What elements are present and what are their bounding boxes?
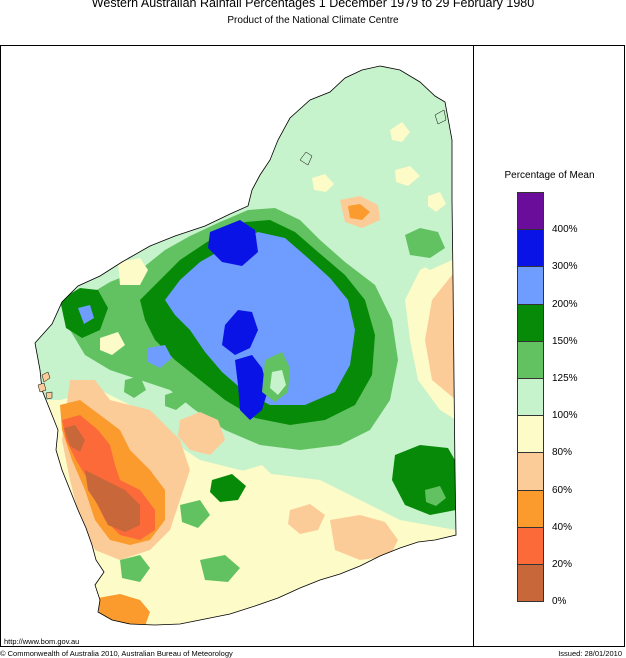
legend-tick-label: 100%	[552, 410, 578, 422]
legend-swatch	[517, 452, 544, 491]
legend-tick-label: 400%	[552, 224, 578, 236]
legend-swatch	[517, 229, 544, 268]
legend-tick-label: 0%	[552, 596, 567, 608]
legend-tick-label: 20%	[552, 559, 573, 570]
issued-date: Issued: 28/01/2010	[558, 649, 622, 658]
legend-tick-label: 40%	[552, 521, 573, 533]
legend-swatch	[517, 526, 544, 565]
rainfall-fill	[35, 66, 456, 625]
legend-title: Percentage of Mean	[504, 170, 595, 181]
legend-swatch	[517, 489, 544, 528]
legend-tick-label: 60%	[552, 484, 573, 496]
legend-tick-label: 80%	[552, 447, 573, 459]
legend-tick-label: 300%	[552, 261, 578, 273]
legend-tick-label: 125%	[552, 373, 578, 384]
legend-swatch	[517, 303, 544, 342]
islands	[37, 109, 447, 400]
legend-swatch	[517, 415, 544, 454]
legend-swatch	[517, 564, 544, 603]
legend-swatch	[517, 340, 544, 379]
map-frame	[0, 45, 625, 647]
legend-swatch	[517, 192, 544, 231]
map-subtitle: Product of the National Climate Centre	[227, 15, 399, 26]
legend-tick-label: 200%	[552, 298, 578, 310]
copyright-notice: © Commonwealth of Australia 2010, Austra…	[0, 649, 233, 658]
legend-swatch	[517, 378, 544, 417]
legend-swatch	[517, 266, 544, 305]
legend-divider	[473, 45, 474, 647]
source-url[interactable]: http://www.bom.gov.au	[4, 637, 80, 646]
legend-tick-label: 150%	[552, 335, 578, 347]
map-title: Western Australian Rainfall Percentages …	[91, 0, 535, 10]
